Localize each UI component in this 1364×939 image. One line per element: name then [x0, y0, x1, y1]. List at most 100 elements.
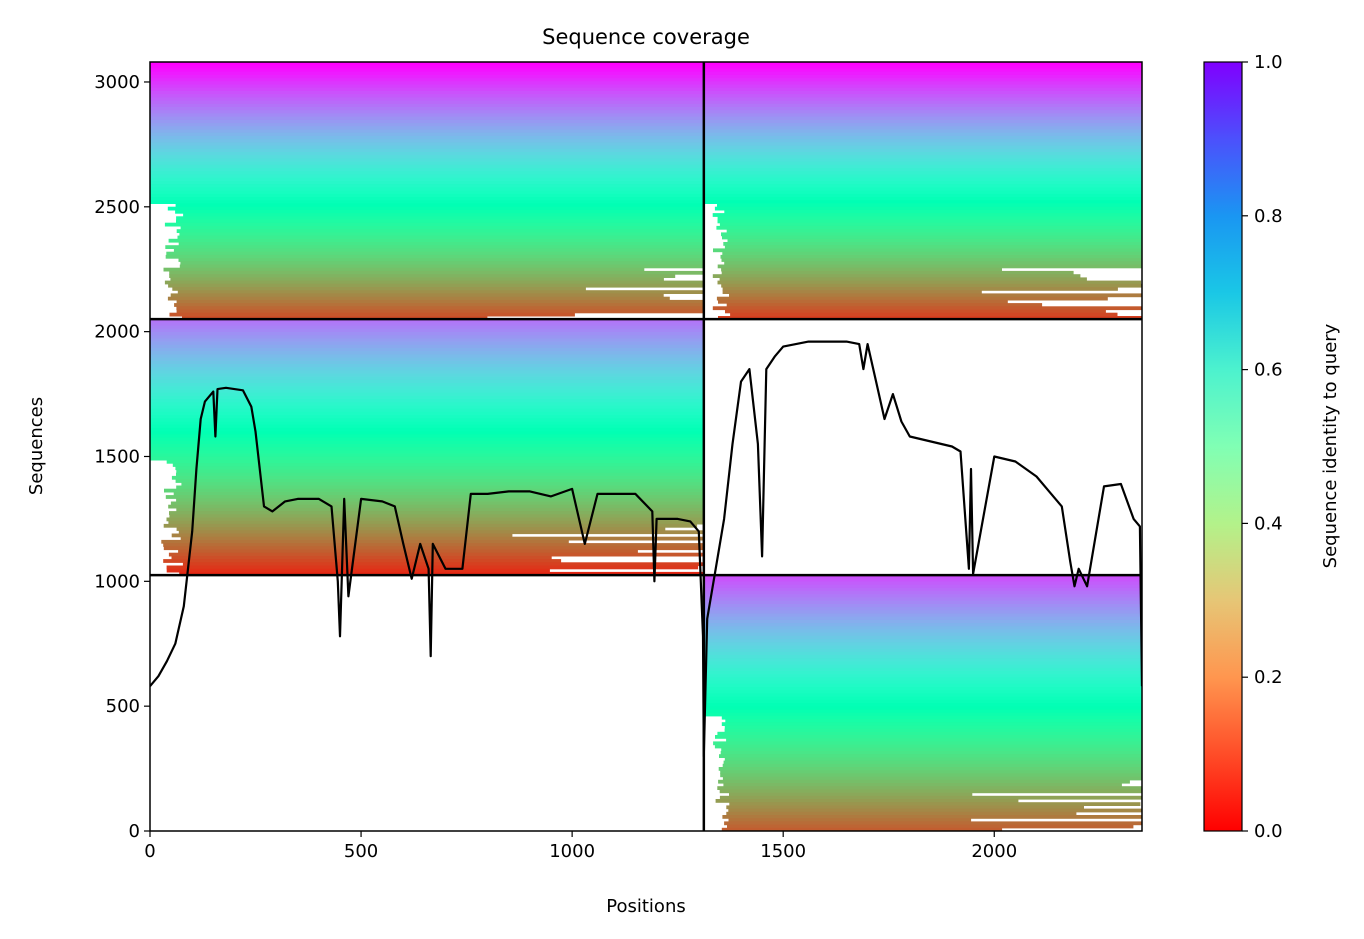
heat-row [165, 245, 704, 249]
heat-row [725, 309, 1106, 314]
heat-row [716, 296, 1108, 301]
heat-row [150, 325, 704, 330]
heat-row [712, 274, 1081, 278]
x-tick-label: 0 [144, 841, 155, 862]
y-tick-label: 3000 [94, 72, 140, 93]
heat-row [176, 219, 704, 224]
heat-row [703, 174, 1142, 179]
heat-row [703, 62, 1142, 66]
heat-row [180, 225, 704, 230]
heat-row [703, 74, 1142, 79]
heat-row [703, 97, 1142, 102]
heat-row [722, 763, 1142, 768]
heat-row [170, 277, 664, 282]
heat-row [703, 690, 1142, 694]
heat-row [717, 219, 1142, 224]
heat-row [723, 783, 1122, 787]
heat-row [150, 399, 704, 403]
heat-row [703, 193, 1142, 198]
heat-row [150, 434, 704, 439]
heat-row [703, 100, 1142, 105]
heat-row [150, 354, 704, 359]
heat-row [170, 293, 664, 298]
heat-row [718, 299, 1008, 304]
colorbar-tick-label: 0.4 [1254, 513, 1283, 534]
heat-row [703, 116, 1142, 121]
heat-row [150, 184, 704, 188]
heat-row [703, 645, 1142, 650]
heat-row [150, 437, 704, 442]
heat-row [719, 277, 1087, 282]
heat-row [722, 287, 1118, 291]
heat-row [703, 142, 1142, 147]
heat-row [169, 511, 704, 515]
heat-row [150, 164, 704, 169]
heat-row [169, 274, 676, 278]
heat-row [703, 161, 1142, 166]
heat-row [171, 555, 552, 560]
heat-row [180, 261, 704, 266]
heat-row [703, 616, 1142, 621]
heat-row [163, 559, 562, 563]
heat-row [163, 267, 645, 272]
heat-row [703, 90, 1142, 95]
colorbar [1203, 61, 1243, 832]
heat-row [172, 287, 586, 291]
heat-row [703, 152, 1142, 156]
heat-row [703, 139, 1142, 143]
coverage-line [150, 340, 1142, 758]
heat-row [703, 677, 1142, 682]
heat-row [729, 293, 1142, 298]
x-tick-label: 2000 [971, 841, 1017, 862]
block-top-right [703, 62, 1142, 320]
heat-row [703, 584, 1142, 589]
heat-row [150, 379, 704, 384]
heat-row [180, 536, 704, 541]
heat-row [176, 507, 704, 512]
heat-row [703, 113, 1142, 118]
heat-row [150, 193, 704, 198]
heat-row [167, 206, 704, 211]
heat-row [176, 472, 704, 477]
heat-row [150, 392, 704, 397]
heat-row [150, 174, 704, 179]
heat-row [703, 197, 1142, 201]
heat-row [722, 290, 982, 294]
heat-row [724, 728, 1142, 733]
heat-row [150, 408, 704, 413]
heat-row [150, 431, 704, 435]
heat-row [150, 119, 704, 124]
colorbar-ticks: 0.0 0.2 0.4 0.6 0.8 1.0 [1242, 52, 1283, 842]
x-tick-label: 1500 [760, 841, 806, 862]
heat-row [150, 116, 704, 121]
heat-row [168, 283, 704, 288]
heat-row [150, 129, 704, 134]
heat-row [724, 245, 1142, 249]
heat-row [150, 421, 704, 426]
heat-row [174, 303, 704, 307]
heat-row [703, 591, 1142, 595]
heat-row [150, 107, 704, 111]
heat-row [150, 74, 704, 79]
heat-row [729, 802, 1141, 806]
heat-row [703, 706, 1142, 710]
heat-row [703, 619, 1142, 624]
heat-row [165, 495, 704, 499]
heat-row [178, 242, 704, 246]
heat-row [150, 411, 704, 416]
heat-row [722, 776, 1142, 781]
heat-row [183, 213, 704, 217]
heat-row [703, 693, 1142, 698]
heat-row [728, 808, 1142, 813]
heat-row [150, 152, 704, 156]
heat-row [176, 309, 704, 314]
heat-row [717, 731, 1142, 736]
heat-row [703, 129, 1142, 134]
heat-row [164, 488, 704, 493]
heat-row [703, 709, 1142, 714]
heat-row [703, 629, 1142, 634]
block-top-left [150, 62, 704, 320]
heat-row [703, 603, 1142, 608]
heat-row [712, 306, 1142, 311]
